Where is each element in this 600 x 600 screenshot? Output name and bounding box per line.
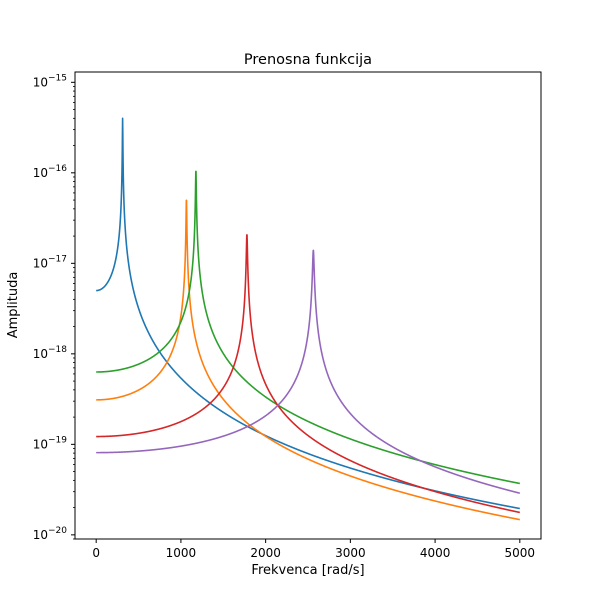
series-line-3	[95, 170, 521, 485]
x-tick-label: 0	[92, 546, 100, 560]
series-line-4	[95, 234, 521, 514]
series-line-5	[95, 249, 521, 494]
y-axis-label: Amplituda	[6, 272, 21, 339]
chart-title: Prenosna funkcija	[244, 52, 372, 68]
x-tick-label: 2000	[250, 546, 281, 560]
y-axis: 10−20 10−19 10−18 10−17 10−16 10−15	[33, 73, 75, 542]
plot-frame	[74, 71, 542, 540]
y-tick-label: 10−19	[33, 435, 68, 451]
x-axis-label: Frekvenca [rad/s]	[251, 563, 364, 578]
series-layer	[95, 117, 521, 521]
x-axis: 0 1000 2000 3000 4000 5000	[92, 539, 535, 560]
x-tick-label: 4000	[420, 546, 451, 560]
x-tick-label: 5000	[505, 546, 536, 560]
y-tick-label: 10−15	[33, 73, 67, 89]
y-tick-label: 10−20	[33, 526, 68, 542]
series-line-2	[95, 199, 521, 521]
x-tick-label: 1000	[166, 546, 197, 560]
x-tick-label: 3000	[335, 546, 366, 560]
y-tick-label: 10−16	[33, 164, 68, 180]
y-tick-label: 10−18	[33, 345, 68, 361]
y-tick-label: 10−17	[33, 254, 67, 270]
